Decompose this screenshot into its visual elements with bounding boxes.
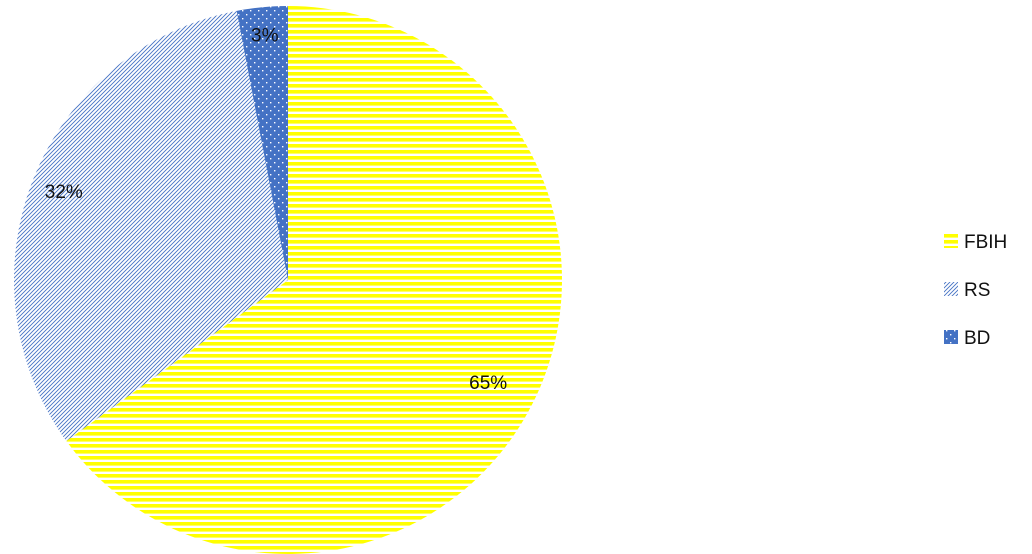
legend: FBIH RS BD <box>944 232 1007 349</box>
data-label-bd: 3% <box>251 25 279 46</box>
pie-slice-bd <box>236 6 288 280</box>
pie-slice-rs <box>13 10 288 442</box>
legend-label-fbih: FBIH <box>964 232 1007 253</box>
legend-label-bd: BD <box>964 328 990 349</box>
pie-slice-fbih <box>66 6 562 554</box>
pie-data-labels: 65% 32% 3% <box>45 25 508 394</box>
legend-swatch-rs <box>944 282 958 296</box>
data-label-fbih: 65% <box>469 373 507 394</box>
data-label-rs: 32% <box>45 182 83 203</box>
legend-swatch-bd <box>944 330 958 344</box>
pie-slices <box>13 6 562 554</box>
legend-swatch-fbih <box>944 234 958 248</box>
legend-label-rs: RS <box>964 280 990 301</box>
